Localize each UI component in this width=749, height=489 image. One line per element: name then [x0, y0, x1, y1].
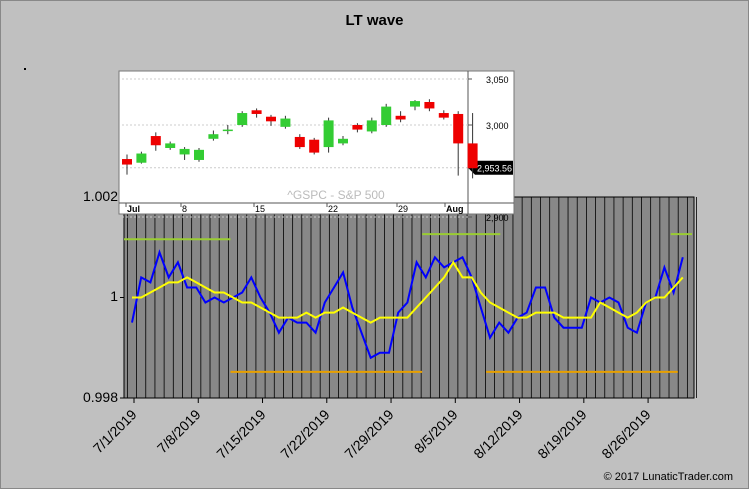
candle-up	[179, 148, 190, 155]
candle-down	[467, 143, 478, 169]
y-tick-label: 1	[110, 288, 118, 304]
candle-down	[453, 113, 464, 144]
candle-down	[424, 102, 435, 109]
candle-up	[366, 120, 377, 132]
inset-date-label: 15	[255, 204, 265, 214]
copyright-notice: © 2017 LunaticTrader.com	[603, 471, 733, 483]
candle-down	[294, 136, 305, 148]
inset-price-label: 2,900	[486, 213, 509, 223]
candle-up	[194, 149, 204, 160]
candle-up	[208, 134, 219, 139]
inset-date-label: 29	[398, 204, 408, 214]
candle-up	[237, 113, 248, 125]
candle-down	[352, 125, 363, 130]
candle-up	[410, 101, 420, 107]
inset-price-label: 3,050	[486, 75, 509, 85]
stray-dot	[24, 68, 26, 70]
y-tick-label: 0.998	[82, 389, 118, 405]
last-price-tag	[468, 160, 513, 175]
y-tick-label: 1.002	[82, 188, 118, 204]
candle-down	[438, 113, 449, 118]
inset-date-label: 22	[328, 204, 338, 214]
candle-up	[280, 118, 291, 127]
candle-down	[251, 110, 262, 114]
last-price-label: 2,953.56	[477, 164, 512, 174]
inset-title: ^GSPC - S&P 500	[287, 188, 385, 202]
candle-up	[165, 143, 176, 148]
candle-up	[338, 138, 348, 144]
chart-title: LT wave	[345, 12, 404, 29]
candle-down	[309, 139, 320, 153]
candle-down	[266, 116, 276, 122]
inset-price-label: 3,000	[486, 121, 509, 131]
inset-date-label: 8	[182, 204, 187, 214]
candle-down	[122, 159, 132, 165]
candle-down	[395, 115, 406, 120]
inset-date-label: Jul	[127, 204, 140, 214]
candle-up	[222, 129, 233, 132]
candle-up	[381, 106, 392, 125]
candle-up	[323, 120, 334, 148]
inset-date-label: Aug	[446, 204, 464, 214]
candle-up	[136, 153, 147, 163]
wave-line	[131, 249, 684, 360]
wave-average-line	[132, 260, 684, 324]
candle-down	[150, 136, 161, 146]
